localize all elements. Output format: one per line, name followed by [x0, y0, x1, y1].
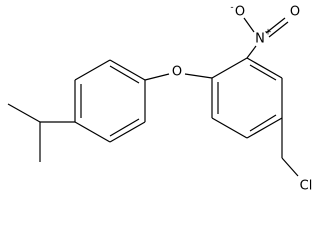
atom-label: O	[290, 5, 300, 20]
charge: -	[230, 3, 233, 13]
molecule: O N + O - O Cl	[7, 3, 313, 194]
charge: +	[264, 28, 272, 38]
bonds	[7, 17, 299, 177]
atom-label: O	[172, 65, 182, 80]
atom-label: Cl	[300, 179, 313, 194]
atom-label: N	[255, 32, 265, 47]
atom-label: O	[235, 5, 245, 20]
